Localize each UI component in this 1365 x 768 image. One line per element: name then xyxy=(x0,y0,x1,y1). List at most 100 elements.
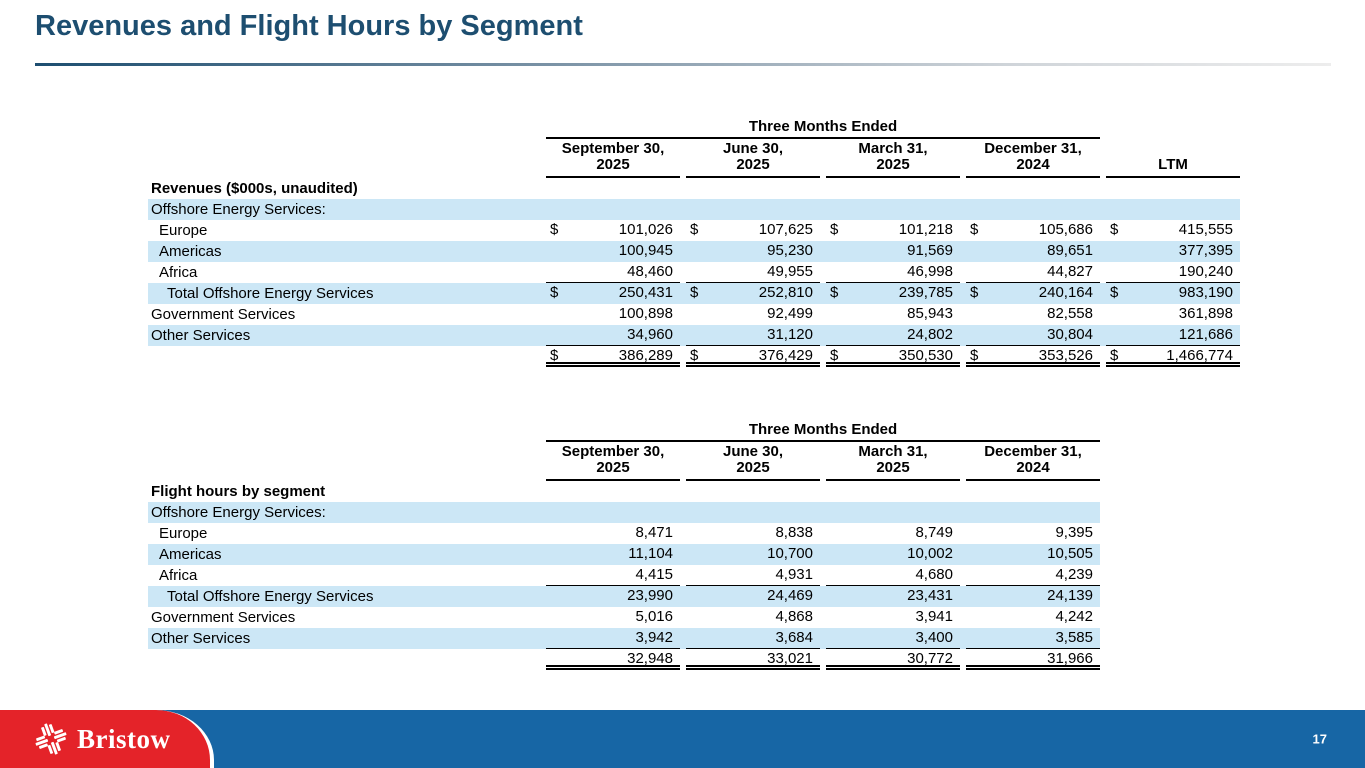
cell-group: 24,802 xyxy=(826,325,960,346)
cell-group: 24,139 xyxy=(966,586,1100,607)
cell-group: 3,942 xyxy=(546,628,680,649)
cell-value: 24,139 xyxy=(1047,587,1093,604)
cell-group: 3,400 xyxy=(826,628,960,649)
column-header: June 30, 2025 xyxy=(686,442,820,481)
column-header-ltm: LTM xyxy=(1106,117,1240,178)
cell-value: 415,555 xyxy=(1178,221,1233,238)
row-label: Offshore Energy Services: xyxy=(151,504,326,521)
table-row: Africa 48,460 49,955 46,998 44,827 190,240 xyxy=(148,262,1240,283)
table-row: Offshore Energy Services: xyxy=(148,199,1240,220)
cell-value: 353,526 xyxy=(1038,347,1093,364)
cell-group: 8,838 xyxy=(686,523,820,544)
row-label: Africa xyxy=(159,567,198,584)
row-label: Revenues ($000s, unaudited) xyxy=(151,180,358,197)
label-column-spacer xyxy=(148,420,540,481)
table-row: Other Services 3,942 3,684 3,400 3,585 xyxy=(148,628,1100,649)
bristow-wordmark: Bristow xyxy=(77,723,171,754)
row-label: Americas xyxy=(159,243,222,260)
dollar-sign: $ xyxy=(550,347,559,364)
cell-group: 85,943 xyxy=(826,304,960,325)
table-row: Revenues ($000s, unaudited) xyxy=(148,178,1240,199)
cell-value: 91,569 xyxy=(907,242,953,259)
column-header-line2: 2024 xyxy=(1016,156,1050,173)
cell-group: 121,686 xyxy=(1106,325,1240,346)
cell-value: 4,868 xyxy=(775,608,813,625)
cell-group: 361,898 xyxy=(1106,304,1240,325)
cell-group: $250,431 xyxy=(546,283,680,304)
table-row: Other Services 34,960 31,120 24,802 30,804 12… xyxy=(148,325,1240,346)
column-header: June 30, 2025 xyxy=(686,139,820,178)
column-header-line1: September 30, xyxy=(561,140,665,157)
spanner-heading: Three Months Ended xyxy=(546,117,1100,139)
cell-value: 30,772 xyxy=(907,650,953,667)
cell-value: 30,804 xyxy=(1047,326,1093,343)
table-row: Government Services 5,016 4,868 3,941 4,242 xyxy=(148,607,1100,628)
cell-value: 4,242 xyxy=(1055,608,1093,625)
cell-group: 34,960 xyxy=(546,325,680,346)
cell-value: 5,016 xyxy=(635,608,673,625)
cell-value: 23,431 xyxy=(907,587,953,604)
cell-value: 105,686 xyxy=(1038,221,1093,238)
cell-group: 377,395 xyxy=(1106,241,1240,262)
cell-group: $101,218 xyxy=(826,220,960,241)
column-header-line2: 2025 xyxy=(876,459,910,476)
column-header: December 31, 2024 xyxy=(966,442,1100,481)
cell-group: 4,415 xyxy=(546,565,680,586)
dollar-sign: $ xyxy=(690,221,699,238)
row-label: Total Offshore Energy Services xyxy=(167,588,374,605)
cell-value: 23,990 xyxy=(627,587,673,604)
table-row: Africa 4,415 4,931 4,680 4,239 xyxy=(148,565,1100,586)
dollar-sign: $ xyxy=(970,347,979,364)
cell-value: 95,230 xyxy=(767,242,813,259)
dollar-sign: $ xyxy=(550,284,559,301)
row-label: Offshore Energy Services: xyxy=(151,201,326,218)
column-header-line2: 2025 xyxy=(736,156,770,173)
column-header-line2: 2025 xyxy=(596,156,630,173)
cell-value: 85,943 xyxy=(907,305,953,322)
column-header-line2: 2025 xyxy=(596,459,630,476)
dollar-sign: $ xyxy=(830,221,839,238)
cell-value: 44,827 xyxy=(1047,263,1093,280)
cell-group: 24,469 xyxy=(686,586,820,607)
cell-value: 1,466,774 xyxy=(1166,347,1233,364)
cell-value: 377,395 xyxy=(1178,242,1233,259)
column-header: March 31, 2025 xyxy=(826,139,960,178)
cell-value: 239,785 xyxy=(898,284,953,301)
column-header-line1: December 31, xyxy=(984,443,1082,460)
cell-value: 4,680 xyxy=(915,566,953,583)
row-label xyxy=(148,649,540,670)
cell-group: $240,164 xyxy=(966,283,1100,304)
cell-value: 386,289 xyxy=(618,347,673,364)
dollar-sign: $ xyxy=(970,221,979,238)
row-label: Africa xyxy=(159,264,198,281)
row-label: Flight hours by segment xyxy=(151,483,326,500)
dollar-sign: $ xyxy=(1110,284,1119,301)
cell-value: 9,395 xyxy=(1055,524,1093,541)
dollar-sign: $ xyxy=(690,347,699,364)
cell-group: 48,460 xyxy=(546,262,680,283)
cell-group: 4,868 xyxy=(686,607,820,628)
row-label: Other Services xyxy=(151,630,251,647)
column-header-line1: June 30, xyxy=(722,443,784,460)
date-columns-block: Three Months Ended September 30, 2025 June … xyxy=(540,117,1100,178)
cell-group: $353,526 xyxy=(966,346,1100,367)
cell-value: 4,239 xyxy=(1055,566,1093,583)
cell-group: $386,289 xyxy=(546,346,680,367)
dollar-sign: $ xyxy=(690,284,699,301)
cell-value: 983,190 xyxy=(1178,284,1233,301)
cell-value: 376,429 xyxy=(758,347,813,364)
dollar-sign: $ xyxy=(830,347,839,364)
column-header-line2: 2025 xyxy=(736,459,770,476)
cell-value: 190,240 xyxy=(1178,263,1233,280)
date-columns: September 30, 2025 June 30, 2025 March 31, 20… xyxy=(540,442,1100,481)
row-label: Other Services xyxy=(151,327,251,344)
table-row: Total Offshore Energy Services 23,990 24,4… xyxy=(148,586,1100,607)
flight-hours-table: Three Months Ended September 30, 2025 June … xyxy=(148,420,1100,670)
cell-value: 101,026 xyxy=(618,221,673,238)
cell-group: $239,785 xyxy=(826,283,960,304)
cell-value: 8,471 xyxy=(635,524,673,541)
cell-group: 82,558 xyxy=(966,304,1100,325)
cell-value: 31,966 xyxy=(1047,650,1093,667)
table-header: Three Months Ended September 30, 2025 June … xyxy=(148,420,1100,481)
